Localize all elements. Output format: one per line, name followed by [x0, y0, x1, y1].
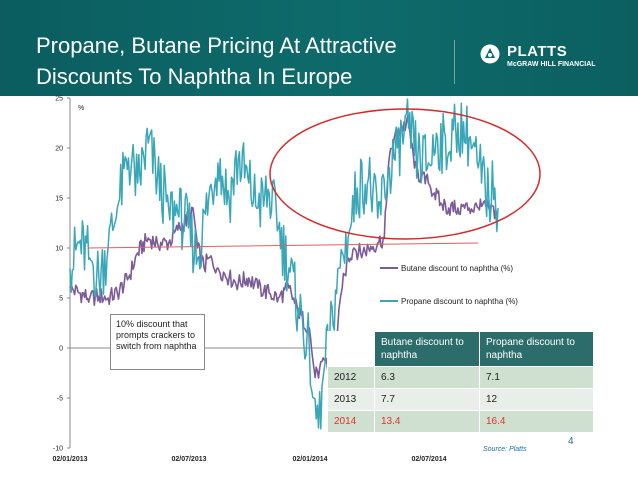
series-lines	[69, 98, 499, 430]
x-tick-label: 02/01/2014	[292, 456, 327, 463]
slide-title: Propane, Butane Pricing At Attractive Di…	[36, 33, 397, 89]
x-tick-labels: 02/01/2013 02/07/2013 02/01/2014 02/07/2014	[52, 456, 446, 463]
logo-subtitle: McGRAW HILL FINANCIAL	[507, 61, 596, 68]
threshold-callout: 10% discount that prompts crackers to sw…	[110, 314, 205, 370]
y-tick-labels: 25 20 15 10 5 0 -5 -10	[53, 96, 63, 453]
row-butane: 7.7	[374, 388, 480, 411]
y-tick-label: 20	[55, 146, 63, 153]
y-axis-unit: %	[78, 105, 84, 112]
propane-series-line	[69, 98, 499, 430]
table-row: 2012 6.3 7.1	[327, 366, 594, 389]
y-tick-label: 15	[55, 196, 63, 203]
table-header-butane: Butane discount to naphtha	[374, 331, 480, 367]
y-tick-label: 10	[55, 246, 63, 253]
row-year: 2012	[327, 366, 375, 389]
row-propane: 12	[479, 388, 594, 411]
x-tick-label: 02/07/2013	[171, 456, 206, 463]
row-year: 2013	[327, 388, 375, 411]
annual-average-table: Butane discount to naphtha Propane disco…	[327, 331, 594, 433]
page-number: 4	[568, 436, 574, 447]
table-header-row: Butane discount to naphtha Propane disco…	[327, 331, 594, 367]
x-tick-label: 02/01/2013	[52, 456, 87, 463]
y-tick-label: -10	[53, 446, 63, 453]
source-note: Source: Platts	[483, 446, 527, 453]
row-propane: 7.1	[479, 366, 594, 389]
banner-divider	[454, 40, 455, 84]
table-header-corner	[327, 331, 375, 367]
threshold-line	[87, 242, 479, 249]
platts-logo-icon	[480, 44, 500, 64]
legend-propane-label: Propane discount to naphtha (%)	[401, 297, 518, 306]
table-row: 2013 7.7 12	[327, 388, 594, 411]
row-butane: 6.3	[374, 366, 480, 389]
legend-butane-label: Butane discount to naphtha (%)	[401, 264, 513, 273]
y-tick-label: 25	[55, 96, 63, 103]
butane-series-line	[69, 115, 499, 379]
row-butane: 13.4	[374, 410, 480, 433]
legend: Butane discount to naphtha (%) Propane d…	[380, 264, 518, 306]
title-banner: Propane, Butane Pricing At Attractive Di…	[0, 0, 638, 96]
table-row: 2014 13.4 16.4	[327, 410, 594, 433]
logo-name: PLATTS	[507, 43, 568, 60]
row-propane: 16.4	[479, 410, 594, 433]
y-tick-label: 0	[59, 346, 63, 353]
y-tick-label: -5	[57, 396, 63, 403]
y-tick-label: 5	[59, 296, 63, 303]
table-header-propane: Propane discount to naphtha	[479, 331, 594, 367]
x-tick-label: 02/07/2014	[411, 456, 446, 463]
highlight-ellipse	[269, 108, 541, 240]
row-year: 2014	[327, 410, 375, 433]
